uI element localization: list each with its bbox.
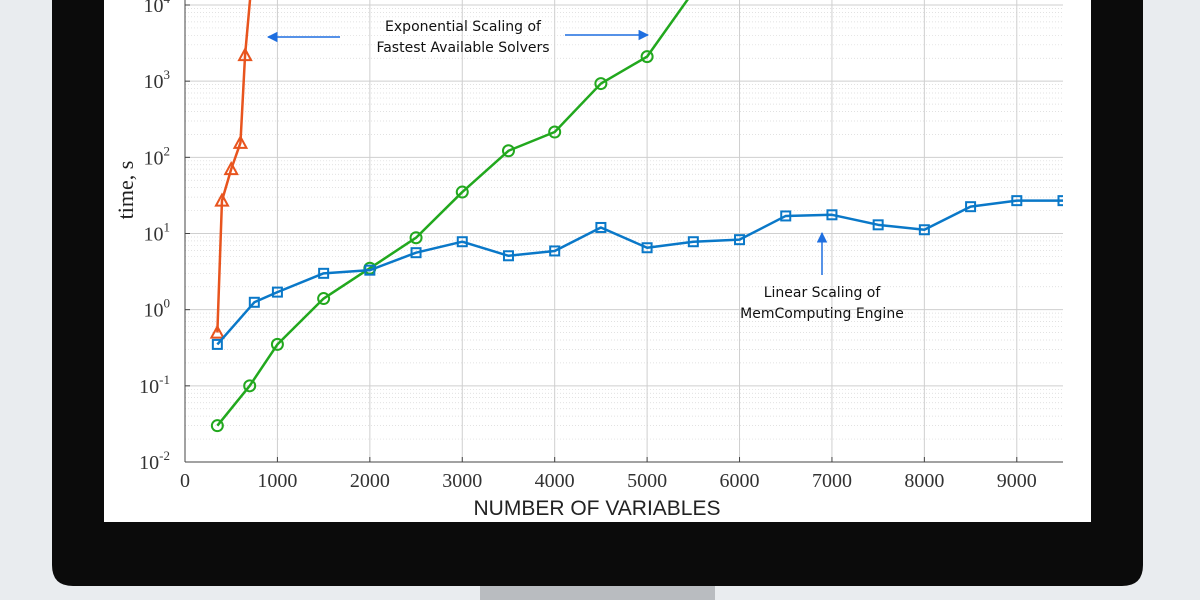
marker-circle <box>640 50 654 64</box>
marker-circle <box>548 125 562 139</box>
marker-circle <box>409 231 423 245</box>
y-tick-label: 100 <box>144 296 171 322</box>
y-tick-exponent: -2 <box>159 448 170 463</box>
series-line <box>216 0 689 427</box>
marker-square <box>965 201 977 213</box>
y-tick-base: 10 <box>144 71 164 93</box>
marker-triangle <box>223 161 239 176</box>
x-tick-label: 9000 <box>997 470 1037 492</box>
marker-square <box>826 209 838 221</box>
y-tick-label: 102 <box>144 143 171 169</box>
marker-square <box>687 236 699 248</box>
marker-square <box>248 296 260 308</box>
y-tick-exponent: 1 <box>164 220 171 235</box>
marker-circle <box>243 379 257 393</box>
y-axis-label: time, s <box>113 161 138 220</box>
marker-square <box>502 250 514 262</box>
annotation: Fastest Available Solvers <box>376 40 549 56</box>
x-tick-label: 2000 <box>350 470 390 492</box>
x-tick-label: 1000 <box>257 470 297 492</box>
marker-square <box>1011 195 1023 207</box>
marker-square <box>595 221 607 233</box>
y-tick-exponent: -1 <box>159 372 170 387</box>
marker-square <box>456 236 468 248</box>
marker-square <box>780 210 792 222</box>
marker-triangle <box>209 324 226 339</box>
marker-square <box>410 247 422 259</box>
marker-square <box>872 219 884 231</box>
x-tick-label: 8000 <box>904 470 944 492</box>
grid <box>184 0 1063 463</box>
ticks: 10-210-110010110210310401000200030004000… <box>139 0 1037 492</box>
y-tick-exponent: 4 <box>164 0 171 6</box>
x-tick-label: 7000 <box>812 470 852 492</box>
marker-triangle <box>237 46 253 62</box>
y-tick-base: 10 <box>139 452 159 474</box>
marker-circle <box>317 292 331 306</box>
marker-square <box>271 286 283 298</box>
annotation: MemComputing Engine <box>740 306 904 322</box>
marker-circle <box>501 144 515 158</box>
y-tick-base: 10 <box>139 376 159 398</box>
y-tick-exponent: 2 <box>164 143 171 158</box>
y-tick-label: 101 <box>144 220 171 246</box>
marker-square <box>318 267 330 279</box>
x-tick-label: 6000 <box>720 470 760 492</box>
y-tick-label: 10-2 <box>139 448 170 474</box>
y-tick-base: 10 <box>144 147 164 169</box>
y-tick-exponent: 0 <box>164 296 171 311</box>
annotation: Linear Scaling of <box>764 285 882 301</box>
annotation: Exponential Scaling of <box>385 19 542 35</box>
y-tick-base: 10 <box>144 300 164 322</box>
y-tick-base: 10 <box>144 224 164 246</box>
y-tick-exponent: 3 <box>164 67 171 82</box>
marker-circle <box>270 337 284 351</box>
x-tick-label: 4000 <box>535 470 575 492</box>
marker-square <box>1057 195 1063 207</box>
marker-circle <box>455 185 469 199</box>
marker-circle <box>210 419 224 433</box>
marker-triangle <box>232 134 249 149</box>
plot-area <box>209 0 1063 433</box>
x-tick-label: 0 <box>180 470 190 492</box>
marker-square <box>734 234 746 246</box>
x-tick-label: 5000 <box>627 470 667 492</box>
marker-square <box>364 264 376 276</box>
marker-triangle <box>214 192 230 207</box>
marker-square <box>641 242 653 254</box>
y-tick-label: 104 <box>144 0 171 17</box>
x-axis-label: NUMBER OF VARIABLES <box>474 497 721 520</box>
marker-square <box>549 245 561 257</box>
y-tick-label: 10-1 <box>139 372 170 398</box>
series-line <box>216 0 252 333</box>
marker-circle <box>594 77 608 91</box>
marker-square <box>918 224 930 236</box>
x-tick-label: 3000 <box>442 470 482 492</box>
y-tick-base: 10 <box>144 0 164 17</box>
y-tick-label: 103 <box>144 67 171 93</box>
series-line <box>216 199 1063 346</box>
marker-square <box>211 338 223 350</box>
